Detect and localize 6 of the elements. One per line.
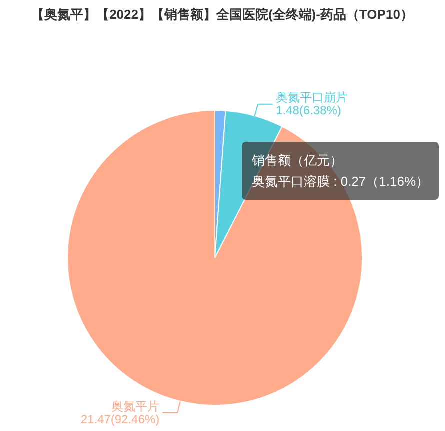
slice-label: 奥氮平口崩片	[276, 90, 348, 105]
chart-title: 【奥氮平】【2022】【销售额】全国医院(全终端)-药品（TOP10）	[30, 6, 414, 24]
data-label: 1.48(6.38%)	[276, 104, 342, 118]
tooltip: 销售额（亿元） 奥氮平口溶膜 : 0.27（1.16%）	[242, 142, 439, 200]
slice-label: 奥氮平片	[112, 399, 160, 414]
data-label: 21.47(92.46%)	[80, 412, 160, 426]
